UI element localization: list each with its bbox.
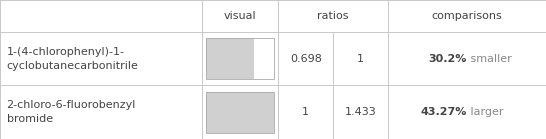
Bar bbox=[254, 38, 274, 79]
Text: 1: 1 bbox=[357, 54, 364, 64]
Text: 1.433: 1.433 bbox=[345, 107, 376, 117]
Text: comparisons: comparisons bbox=[431, 11, 502, 21]
Text: visual: visual bbox=[224, 11, 257, 21]
Text: larger: larger bbox=[467, 107, 503, 117]
Text: smaller: smaller bbox=[467, 54, 512, 64]
Text: 1: 1 bbox=[302, 107, 309, 117]
Text: 43.27%: 43.27% bbox=[420, 107, 467, 117]
Text: 1-(4-chlorophenyl)-1-
cyclobutanecarbonitrile: 1-(4-chlorophenyl)-1- cyclobutanecarboni… bbox=[7, 47, 139, 71]
Bar bbox=[206, 38, 254, 79]
Text: 0.698: 0.698 bbox=[290, 54, 322, 64]
Bar bbox=[206, 92, 274, 133]
Text: ratios: ratios bbox=[317, 11, 349, 21]
Text: 30.2%: 30.2% bbox=[429, 54, 467, 64]
Text: 2-chloro-6-fluorobenzyl
bromide: 2-chloro-6-fluorobenzyl bromide bbox=[7, 100, 136, 124]
Bar bbox=[206, 92, 274, 133]
Bar bbox=[206, 38, 274, 79]
